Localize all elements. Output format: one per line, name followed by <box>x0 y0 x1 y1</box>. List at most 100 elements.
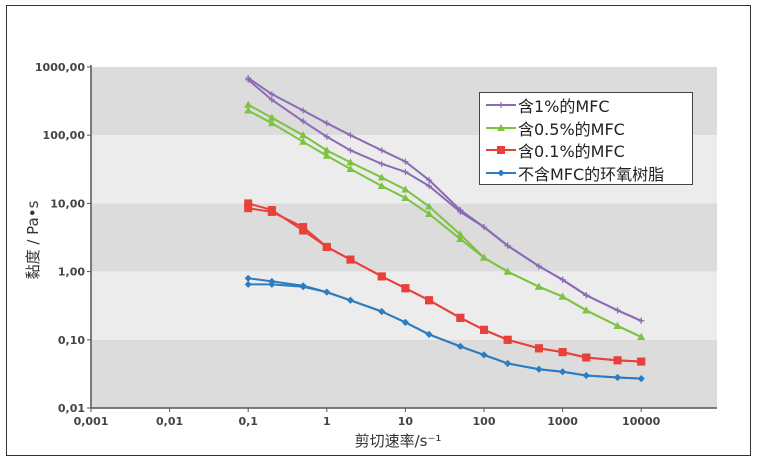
data-point <box>244 274 252 282</box>
series-2 <box>244 199 646 366</box>
y-tick-label: 0,10 <box>58 334 85 347</box>
data-point <box>425 296 434 305</box>
data-point <box>244 280 252 288</box>
data-point <box>637 357 646 366</box>
legend-label: 含0.5%的MFC <box>518 119 625 139</box>
data-point <box>378 147 385 154</box>
data-point <box>377 272 386 281</box>
data-point <box>322 146 331 154</box>
data-point <box>480 253 488 261</box>
series-line <box>247 109 642 338</box>
data-point <box>582 353 591 362</box>
data-point <box>638 317 645 324</box>
data-point <box>267 207 276 216</box>
data-point <box>299 131 308 139</box>
legend-item: 含1%的MFC <box>480 94 692 117</box>
x-tick-label: 0,001 <box>74 415 109 428</box>
y-tick-label: 1,00 <box>58 266 85 279</box>
data-point <box>480 325 488 334</box>
data-point <box>346 164 355 172</box>
chart-frame <box>6 5 751 456</box>
data-point <box>534 282 543 290</box>
legend: 含1%的MFC 含0.5%的MFC 含0.1%的MFC 不含MFC的环氧树脂 <box>479 92 693 185</box>
data-point <box>456 235 465 243</box>
legend-item: 含0.5%的MFC <box>480 117 692 140</box>
data-point <box>425 202 434 210</box>
data-point <box>322 242 331 251</box>
legend-swatch <box>486 123 516 131</box>
data-point <box>535 365 543 373</box>
data-point <box>503 335 512 344</box>
data-point <box>401 284 410 293</box>
data-point <box>559 276 566 283</box>
data-point <box>456 230 465 238</box>
data-point <box>614 374 622 382</box>
background-band <box>91 271 717 340</box>
data-point <box>268 280 276 288</box>
series-1 <box>244 100 646 340</box>
data-point <box>323 288 331 296</box>
legend-label: 含1%的MFC <box>518 97 610 117</box>
data-point <box>425 330 433 338</box>
data-point <box>402 158 409 165</box>
data-point <box>299 283 307 291</box>
data-point <box>244 106 253 114</box>
x-tick-label: 100 <box>473 415 496 428</box>
x-tick-label: 10000 <box>622 415 661 428</box>
data-point <box>504 359 512 367</box>
data-point <box>268 96 275 103</box>
data-point <box>299 137 308 145</box>
x-tick-label: 0,01 <box>156 415 183 428</box>
x-tick-label: 1 <box>323 415 331 428</box>
data-point <box>402 168 409 175</box>
series-line <box>247 78 642 322</box>
x-tick-label: 1000 <box>547 415 578 428</box>
data-point <box>480 351 488 359</box>
data-point <box>558 292 567 300</box>
data-point <box>456 342 464 350</box>
data-point <box>426 177 433 184</box>
data-point <box>582 371 590 379</box>
legend-marker <box>497 169 505 177</box>
data-point <box>613 356 622 365</box>
data-point <box>534 344 543 353</box>
data-point <box>583 292 590 299</box>
legend-item: 含0.1%的MFC <box>480 139 692 162</box>
legend-label: 不含MFC的环氧树脂 <box>518 164 665 184</box>
data-point <box>377 173 386 181</box>
data-point <box>559 368 567 376</box>
series-line <box>248 207 642 363</box>
data-point <box>401 318 409 326</box>
legend-marker <box>498 102 504 109</box>
data-point <box>401 193 410 201</box>
y-tick-label: 1000,00 <box>35 61 85 74</box>
data-point <box>267 119 276 127</box>
data-point <box>245 76 252 83</box>
data-point <box>323 133 330 140</box>
data-point <box>637 375 645 383</box>
data-point <box>377 181 386 189</box>
x-tick-label: 0,1 <box>238 415 258 428</box>
data-point <box>300 118 307 125</box>
data-point <box>378 160 385 167</box>
data-point <box>504 242 511 249</box>
y-tick-label: 0,01 <box>58 402 85 415</box>
data-point <box>244 204 253 213</box>
data-point <box>582 306 591 314</box>
data-point <box>299 223 308 232</box>
data-point <box>457 208 464 215</box>
x-tick-label: 10 <box>398 415 414 428</box>
legend-label: 含0.1%的MFC <box>518 142 625 162</box>
legend-swatch <box>486 102 516 109</box>
data-point <box>614 307 621 314</box>
legend-item: 不含MFC的环氧树脂 <box>480 162 692 185</box>
background-band <box>91 339 717 408</box>
data-point <box>613 321 622 329</box>
data-point <box>346 296 354 304</box>
data-point <box>378 307 386 315</box>
data-point <box>637 332 646 340</box>
data-point <box>426 182 433 189</box>
series-0 <box>245 74 645 324</box>
data-point <box>481 224 487 231</box>
y-axis-label: 黏度 / Pa•s <box>24 200 42 279</box>
